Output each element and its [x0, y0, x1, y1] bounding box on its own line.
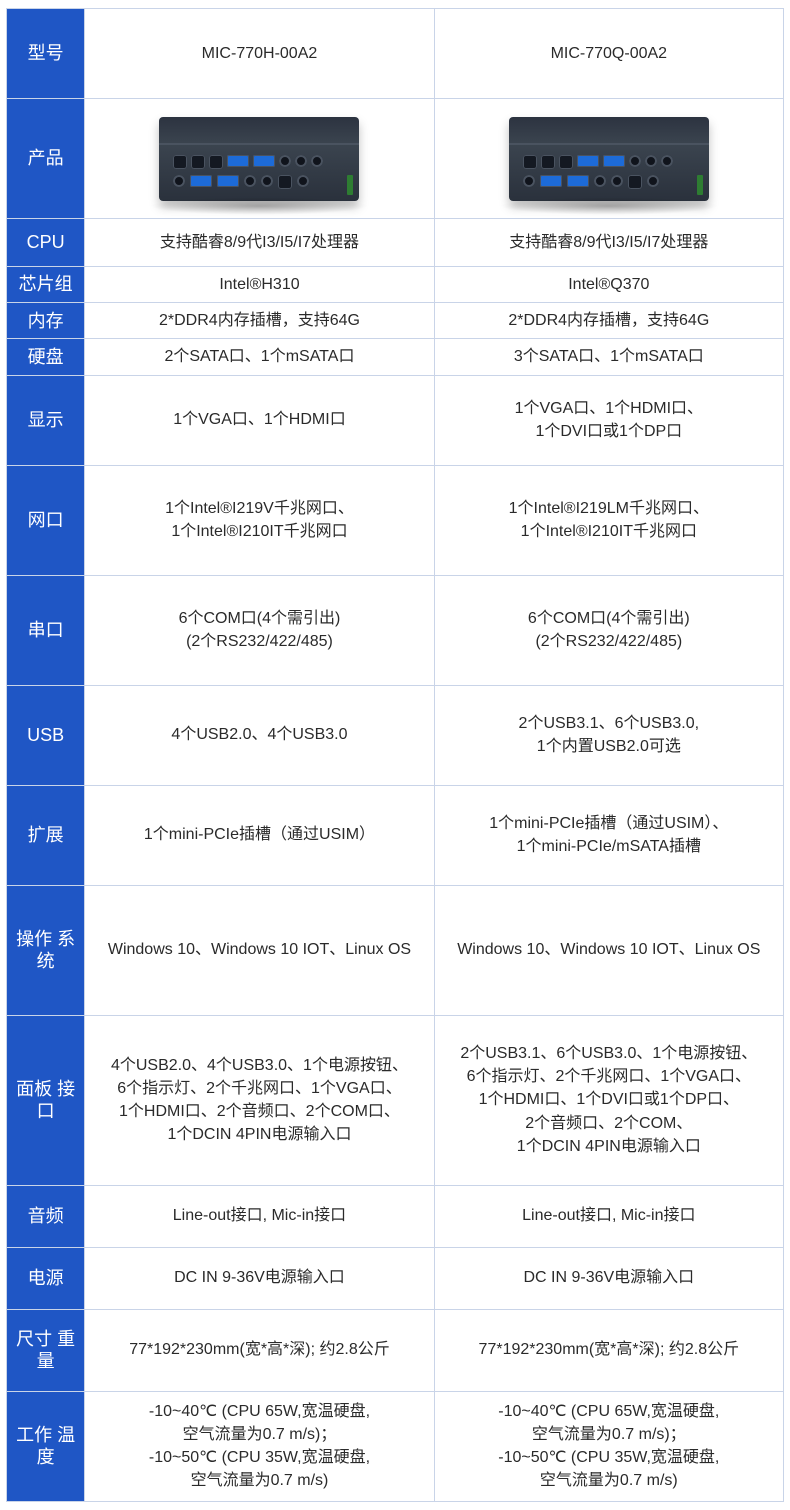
cell-chipset-a: Intel®H310: [85, 267, 434, 303]
cell-power-b: DC IN 9-36V电源输入口: [434, 1247, 783, 1309]
cell-product-b: [434, 99, 783, 219]
cell-expansion-a: 1个mini-PCIe插槽（通过USIM）: [85, 785, 434, 885]
row-lan: 网口 1个Intel®I219V千兆网口、1个Intel®I210IT千兆网口 …: [7, 465, 784, 575]
row-panel: 面板 接口 4个USB2.0、4个USB3.0、1个电源按钮、6个指示灯、2个千…: [7, 1015, 784, 1185]
hdr-chipset: 芯片组: [7, 267, 85, 303]
row-chipset: 芯片组 Intel®H310 Intel®Q370: [7, 267, 784, 303]
cell-storage-a: 2个SATA口、1个mSATA口: [85, 339, 434, 375]
cell-storage-b: 3个SATA口、1个mSATA口: [434, 339, 783, 375]
cell-expansion-b: 1个mini-PCIe插槽（通过USIM）、1个mini-PCIe/mSATA插…: [434, 785, 783, 885]
row-cpu: CPU 支持酷睿8/9代I3/I5/I7处理器 支持酷睿8/9代I3/I5/I7…: [7, 219, 784, 267]
cell-display-b: 1个VGA口、1个HDMI口、1个DVI口或1个DP口: [434, 375, 783, 465]
cell-audio-b: Line-out接口, Mic-in接口: [434, 1185, 783, 1247]
hdr-lan: 网口: [7, 465, 85, 575]
cell-serial-b: 6个COM口(4个需引出)(2个RS232/422/485): [434, 575, 783, 685]
product-image-b: [509, 117, 709, 201]
spec-table: 型号 MIC-770H-00A2 MIC-770Q-00A2 产品 CPU 支持…: [6, 8, 784, 1502]
hdr-storage: 硬盘: [7, 339, 85, 375]
row-temp: 工作 温度 -10~40℃ (CPU 65W,宽温硬盘,空气流量为0.7 m/s…: [7, 1391, 784, 1501]
cell-cpu-a: 支持酷睿8/9代I3/I5/I7处理器: [85, 219, 434, 267]
hdr-product: 产品: [7, 99, 85, 219]
cell-serial-a: 6个COM口(4个需引出)(2个RS232/422/485): [85, 575, 434, 685]
hdr-panel: 面板 接口: [7, 1015, 85, 1185]
cell-memory-b: 2*DDR4内存插槽，支持64G: [434, 303, 783, 339]
cell-cpu-b: 支持酷睿8/9代I3/I5/I7处理器: [434, 219, 783, 267]
hdr-audio: 音频: [7, 1185, 85, 1247]
cell-model-b: MIC-770Q-00A2: [434, 9, 783, 99]
hdr-panel-ln1: 面板: [16, 1079, 52, 1099]
hdr-size: 尺寸 重量: [7, 1309, 85, 1391]
cell-lan-a: 1个Intel®I219V千兆网口、1个Intel®I210IT千兆网口: [85, 465, 434, 575]
row-os: 操作 系统 Windows 10、Windows 10 IOT、Linux OS…: [7, 885, 784, 1015]
cell-panel-b: 2个USB3.1、6个USB3.0、1个电源按钮、6个指示灯、2个千兆网口、1个…: [434, 1015, 783, 1185]
cell-size-a: 77*192*230mm(宽*高*深); 约2.8公斤: [85, 1309, 434, 1391]
cell-os-a: Windows 10、Windows 10 IOT、Linux OS: [85, 885, 434, 1015]
cell-power-a: DC IN 9-36V电源输入口: [85, 1247, 434, 1309]
hdr-display: 显示: [7, 375, 85, 465]
cell-product-a: [85, 99, 434, 219]
hdr-power: 电源: [7, 1247, 85, 1309]
row-display: 显示 1个VGA口、1个HDMI口 1个VGA口、1个HDMI口、1个DVI口或…: [7, 375, 784, 465]
hdr-os-ln1: 操作: [16, 929, 52, 949]
hdr-temp: 工作 温度: [7, 1391, 85, 1501]
row-audio: 音频 Line-out接口, Mic-in接口 Line-out接口, Mic-…: [7, 1185, 784, 1247]
cell-usb-b: 2个USB3.1、6个USB3.0,1个内置USB2.0可选: [434, 685, 783, 785]
row-serial: 串口 6个COM口(4个需引出)(2个RS232/422/485) 6个COM口…: [7, 575, 784, 685]
hdr-cpu: CPU: [7, 219, 85, 267]
cell-memory-a: 2*DDR4内存插槽，支持64G: [85, 303, 434, 339]
row-product: 产品: [7, 99, 784, 219]
cell-usb-a: 4个USB2.0、4个USB3.0: [85, 685, 434, 785]
hdr-memory: 内存: [7, 303, 85, 339]
cell-chipset-b: Intel®Q370: [434, 267, 783, 303]
hdr-os: 操作 系统: [7, 885, 85, 1015]
cell-panel-a: 4个USB2.0、4个USB3.0、1个电源按钮、6个指示灯、2个千兆网口、1个…: [85, 1015, 434, 1185]
cell-model-a: MIC-770H-00A2: [85, 9, 434, 99]
hdr-size-ln1: 尺寸: [16, 1329, 52, 1349]
row-storage: 硬盘 2个SATA口、1个mSATA口 3个SATA口、1个mSATA口: [7, 339, 784, 375]
row-usb: USB 4个USB2.0、4个USB3.0 2个USB3.1、6个USB3.0,…: [7, 685, 784, 785]
row-model: 型号 MIC-770H-00A2 MIC-770Q-00A2: [7, 9, 784, 99]
product-image-a: [159, 117, 359, 201]
hdr-expansion: 扩展: [7, 785, 85, 885]
spec-table-container: 型号 MIC-770H-00A2 MIC-770Q-00A2 产品 CPU 支持…: [0, 0, 790, 1510]
hdr-usb: USB: [7, 685, 85, 785]
cell-temp-b: -10~40℃ (CPU 65W,宽温硬盘,空气流量为0.7 m/s)；-10~…: [434, 1391, 783, 1501]
cell-audio-a: Line-out接口, Mic-in接口: [85, 1185, 434, 1247]
hdr-model: 型号: [7, 9, 85, 99]
row-power: 电源 DC IN 9-36V电源输入口 DC IN 9-36V电源输入口: [7, 1247, 784, 1309]
hdr-temp-ln1: 工作: [16, 1425, 52, 1445]
row-expansion: 扩展 1个mini-PCIe插槽（通过USIM） 1个mini-PCIe插槽（通…: [7, 785, 784, 885]
cell-size-b: 77*192*230mm(宽*高*深); 约2.8公斤: [434, 1309, 783, 1391]
hdr-serial: 串口: [7, 575, 85, 685]
row-memory: 内存 2*DDR4内存插槽，支持64G 2*DDR4内存插槽，支持64G: [7, 303, 784, 339]
cell-lan-b: 1个Intel®I219LM千兆网口、1个Intel®I210IT千兆网口: [434, 465, 783, 575]
cell-temp-a: -10~40℃ (CPU 65W,宽温硬盘,空气流量为0.7 m/s)；-10~…: [85, 1391, 434, 1501]
cell-display-a: 1个VGA口、1个HDMI口: [85, 375, 434, 465]
row-size: 尺寸 重量 77*192*230mm(宽*高*深); 约2.8公斤 77*192…: [7, 1309, 784, 1391]
cell-os-b: Windows 10、Windows 10 IOT、Linux OS: [434, 885, 783, 1015]
